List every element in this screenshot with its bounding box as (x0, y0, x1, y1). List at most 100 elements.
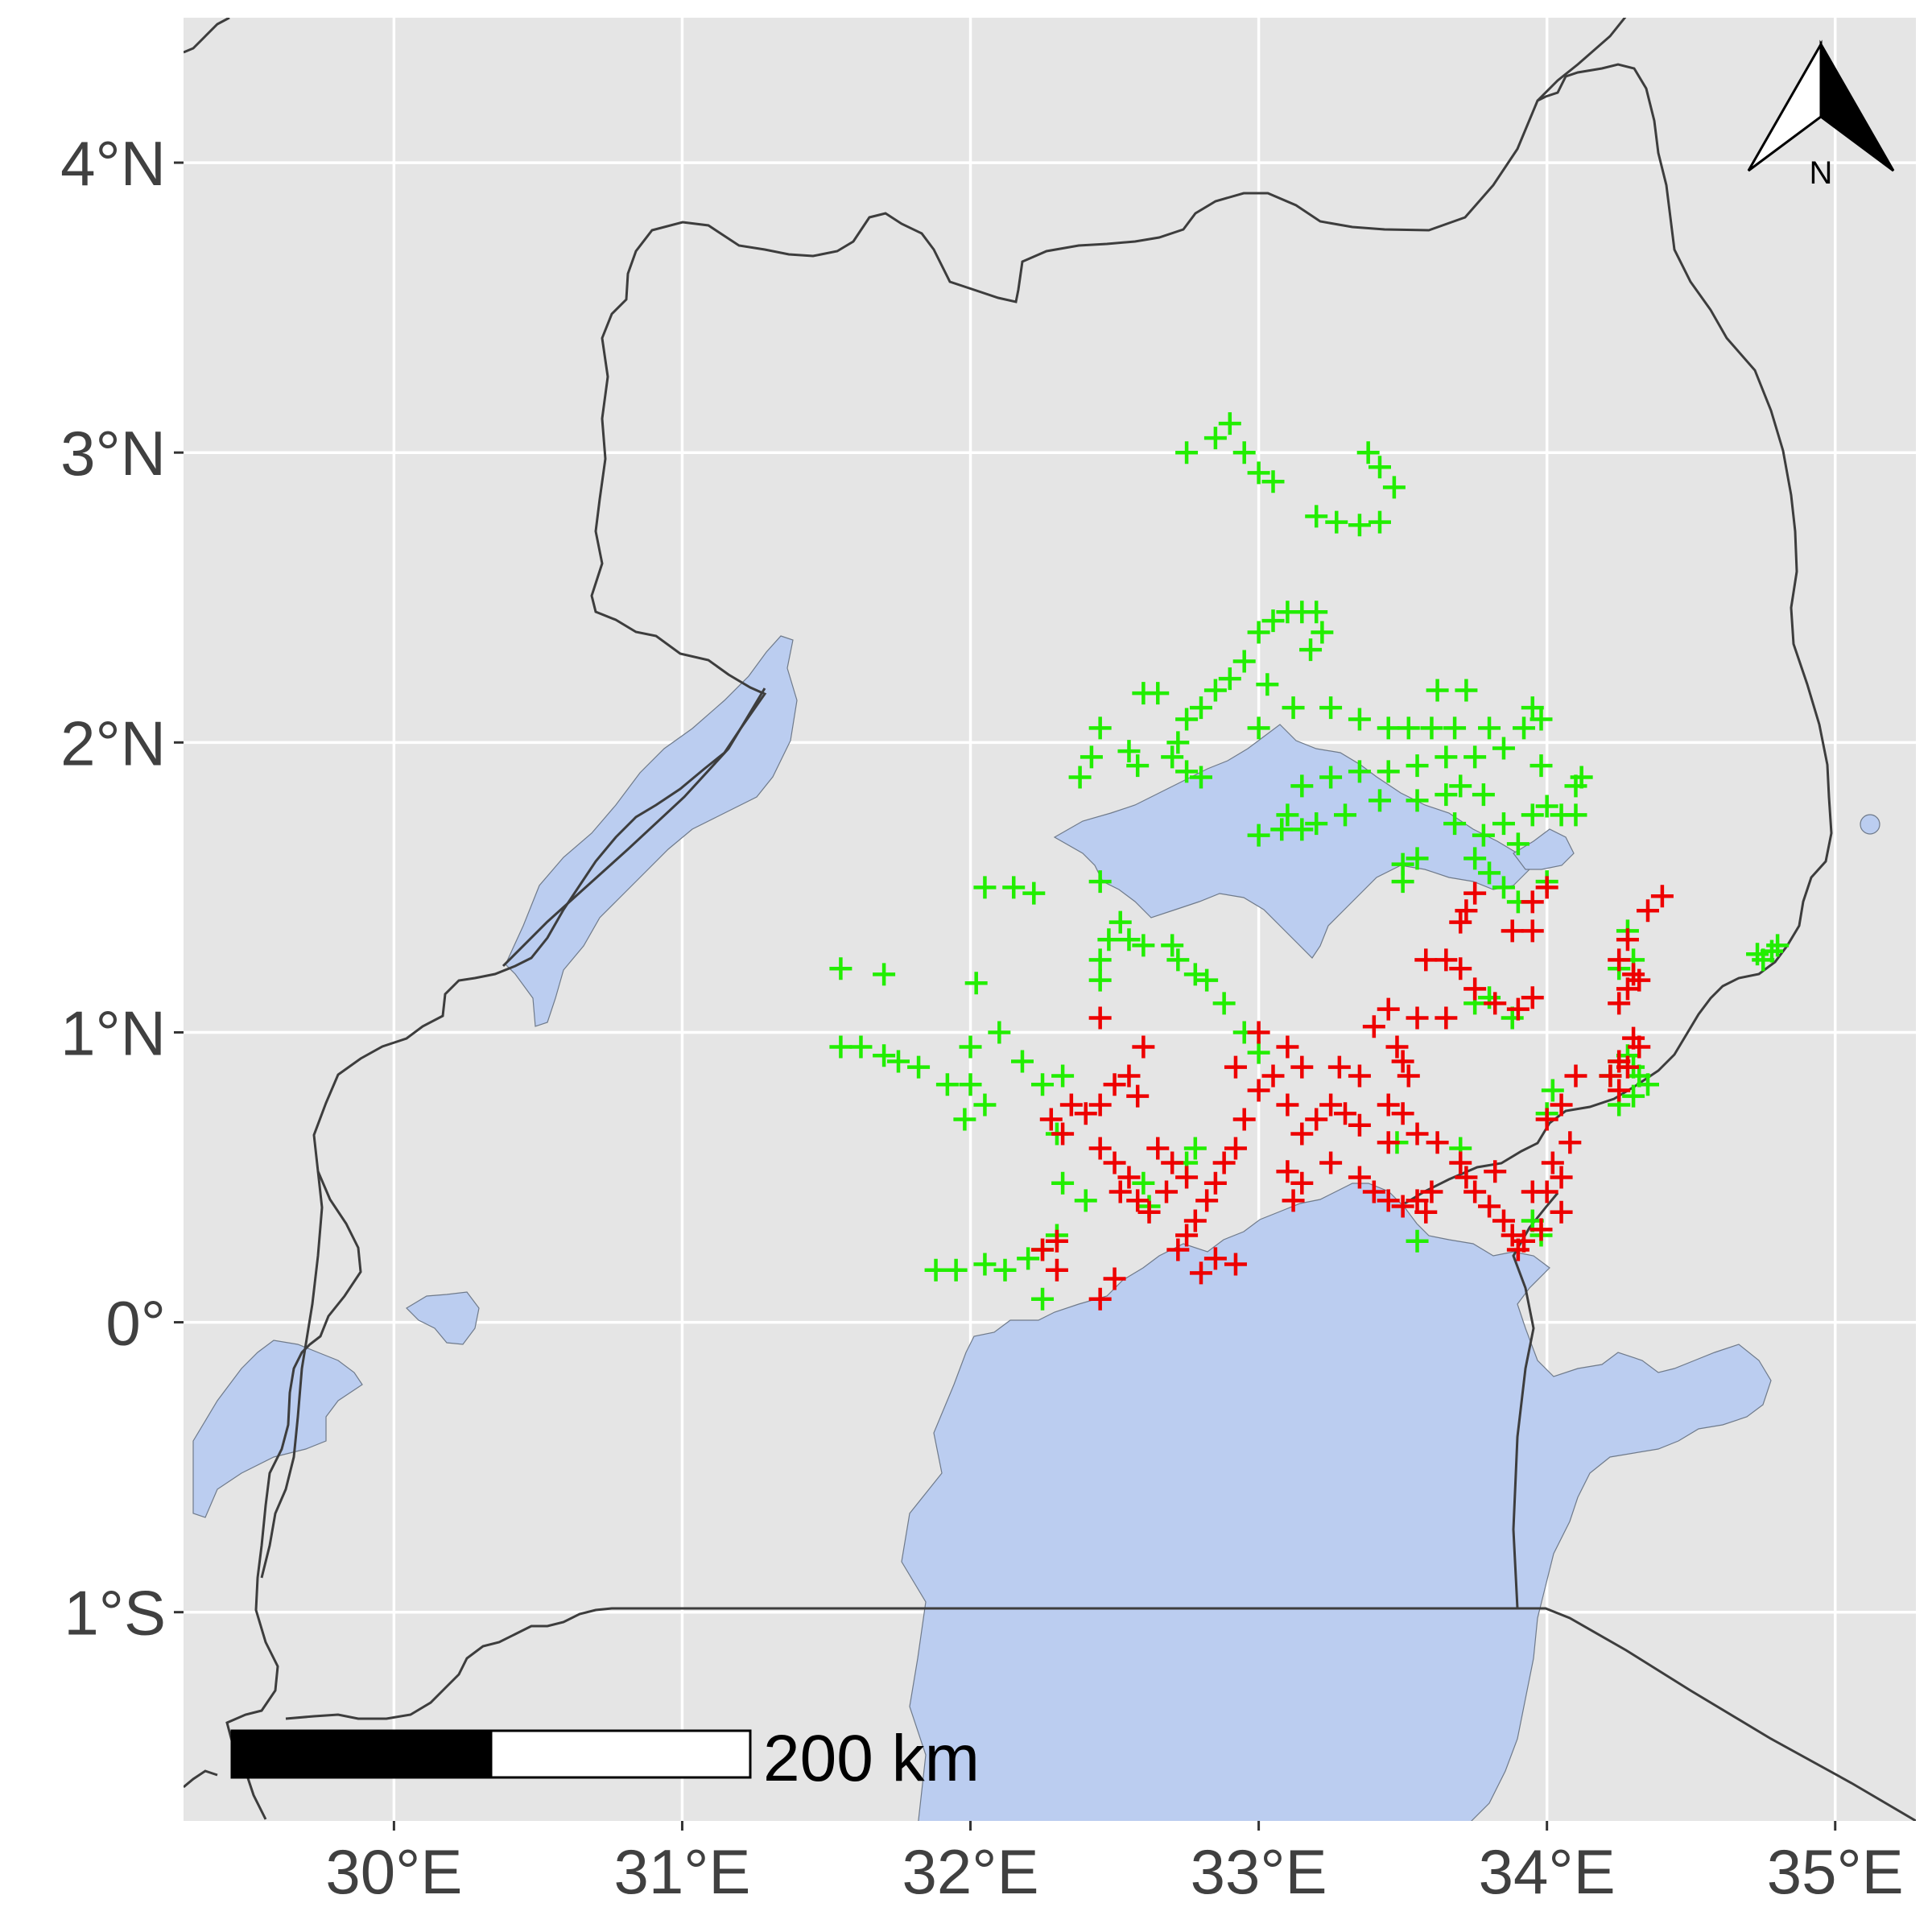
lake-victoria (901, 1183, 1772, 1821)
plus-marker (1391, 1050, 1414, 1073)
plus-marker (1463, 745, 1487, 769)
plus-marker (1541, 1151, 1564, 1174)
plus-marker (1068, 766, 1092, 789)
plus-marker (1080, 745, 1103, 769)
plus-marker (1362, 1180, 1385, 1203)
plus-marker (1616, 928, 1639, 952)
plus-marker (1406, 1122, 1429, 1146)
plus-marker (1463, 977, 1487, 1001)
plus-marker (1382, 476, 1406, 499)
plus-marker (1397, 716, 1420, 740)
plus-marker (907, 1055, 931, 1079)
plus-marker (1608, 1079, 1631, 1102)
plus-marker (1463, 847, 1487, 870)
plus-marker (1305, 505, 1328, 528)
plus-marker (1564, 803, 1587, 827)
plus-marker (1521, 1180, 1544, 1203)
plus-marker (1558, 1131, 1582, 1154)
x-tick-label: 31°E (613, 1836, 750, 1907)
plus-marker (973, 1253, 997, 1276)
plus-marker (1290, 1122, 1314, 1146)
plus-marker (1348, 1064, 1371, 1088)
plus-marker (1478, 861, 1501, 885)
country-borders (184, 18, 1916, 1821)
map-axes: 30°E 31°E 32°E 33°E 34°E 35°E 4°N 3°N 2°N 1°N 0° 1°… (60, 128, 1904, 1907)
plus-marker (1137, 1200, 1161, 1224)
plus-marker (1616, 977, 1639, 1001)
plus-marker (1195, 1189, 1219, 1212)
plus-marker (1521, 890, 1544, 914)
plus-marker (1443, 812, 1467, 836)
plus-marker (1045, 1258, 1068, 1282)
plus-marker (1535, 876, 1558, 899)
plus-marker (1017, 1247, 1040, 1270)
plus-marker (1103, 1267, 1126, 1290)
plus-marker (1385, 1035, 1409, 1059)
north-west-border (184, 18, 230, 54)
plus-marker (953, 1108, 976, 1131)
plus-marker (1377, 1093, 1400, 1117)
plus-marker (1391, 852, 1414, 876)
lake-kyoga (1053, 724, 1530, 959)
plus-marker (1492, 1209, 1515, 1232)
plus-marker (924, 1258, 947, 1282)
plus-marker (1088, 716, 1112, 740)
plus-marker (1189, 1261, 1212, 1285)
plus-marker (1746, 943, 1769, 966)
plus-marker (1521, 919, 1544, 943)
plus-marker (1031, 1238, 1055, 1261)
plus-marker (964, 972, 988, 995)
kenya-border (1512, 1192, 1559, 1609)
plus-marker (1362, 1015, 1385, 1038)
plus-marker (1492, 812, 1515, 836)
scale-bar-white-segment (489, 1729, 752, 1779)
plus-marker (1132, 1035, 1155, 1059)
plus-marker (1117, 740, 1141, 763)
plus-marker (1334, 1102, 1357, 1125)
plus-marker (1368, 789, 1391, 812)
plus-marker (1247, 1079, 1270, 1102)
plus-marker (1530, 708, 1553, 731)
plus-marker (1261, 470, 1285, 493)
plus-marker (1636, 1073, 1659, 1096)
plus-marker (1449, 774, 1472, 798)
plus-marker (1276, 1160, 1299, 1183)
plus-marker (1276, 1093, 1299, 1117)
plus-marker (1045, 1229, 1068, 1253)
plus-marker (1175, 760, 1199, 783)
southern-border (285, 1607, 1517, 1720)
plus-marker (1282, 696, 1305, 720)
plus-marker (1368, 456, 1391, 479)
plus-marker (1175, 708, 1199, 731)
plus-marker (1247, 824, 1270, 847)
plus-marker (1636, 899, 1659, 923)
plus-marker (1305, 812, 1328, 836)
plus-marker (1368, 510, 1391, 534)
plus-marker (1212, 1151, 1236, 1174)
plus-marker (1203, 1171, 1227, 1195)
plus-marker (1397, 1064, 1420, 1088)
plus-marker (1472, 783, 1495, 807)
plus-marker (1189, 766, 1212, 789)
plus-marker (1175, 441, 1199, 464)
plus-marker (1463, 1180, 1487, 1203)
plus-marker (1325, 510, 1348, 534)
plus-marker (1232, 650, 1256, 673)
plus-marker (1521, 803, 1544, 827)
plus-marker (1218, 412, 1241, 436)
plus-marker (1108, 1180, 1132, 1203)
plus-marker (1319, 1151, 1343, 1174)
plus-marker (1530, 754, 1553, 778)
lake-edward (192, 1340, 363, 1518)
plus-marker (1377, 1131, 1400, 1154)
plus-marker (1126, 1084, 1150, 1108)
plus-marker (1319, 766, 1343, 789)
plus-marker (1377, 997, 1400, 1021)
plus-marker (1290, 818, 1314, 841)
plus-marker (1406, 789, 1429, 812)
plus-marker (1426, 679, 1449, 702)
plus-marker (829, 957, 852, 980)
plus-marker (1031, 1287, 1055, 1311)
plus-marker (1126, 1189, 1150, 1212)
plus-marker (1305, 601, 1328, 624)
